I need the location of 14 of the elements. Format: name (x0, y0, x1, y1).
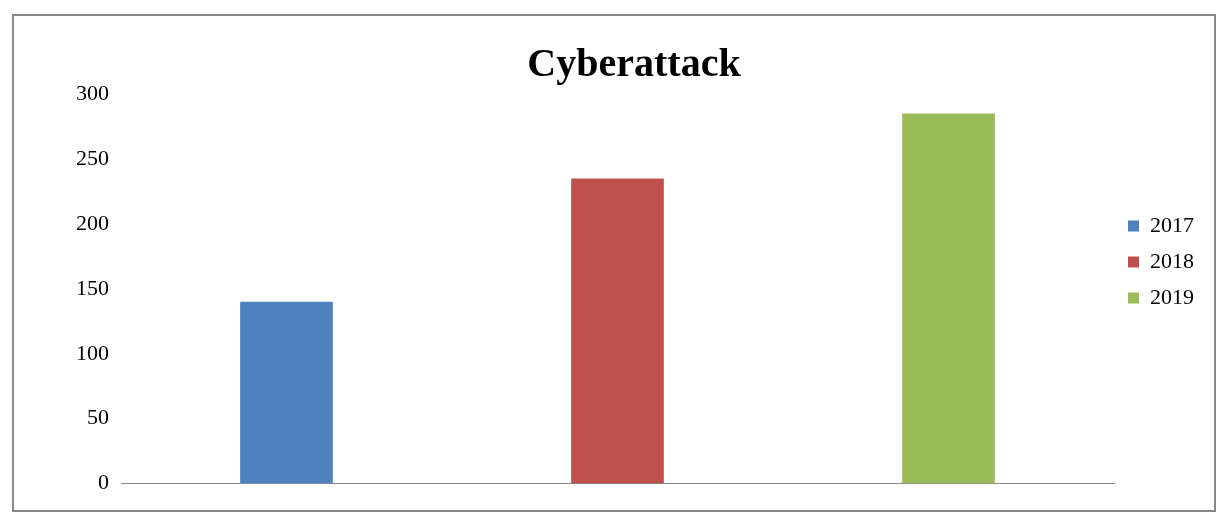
bar (240, 301, 333, 484)
y-tick-label: 300 (76, 79, 109, 105)
y-tick-label: 50 (87, 404, 109, 430)
y-tick-label: 0 (98, 469, 109, 495)
legend-label: 2018 (1150, 247, 1194, 273)
y-tick-label: 100 (76, 339, 109, 365)
y-tick-label: 200 (76, 209, 109, 235)
bar (902, 113, 995, 484)
legend-label: 2019 (1150, 283, 1194, 309)
bar (571, 178, 664, 484)
y-tick-label: 250 (76, 144, 109, 170)
legend-label: 2017 (1150, 211, 1194, 237)
chart-title: Cyberattack (527, 40, 742, 86)
y-tick-label: 150 (76, 274, 109, 300)
